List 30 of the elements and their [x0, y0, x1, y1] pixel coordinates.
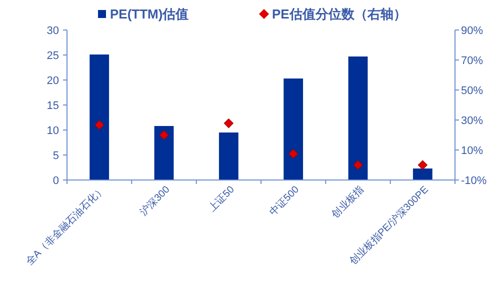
point — [288, 148, 298, 159]
bar — [90, 54, 110, 180]
y2-tick-label: 70% — [461, 54, 484, 67]
point — [159, 130, 169, 140]
y-tick-label: 20 — [46, 74, 59, 87]
bar — [218, 132, 238, 180]
bar — [348, 56, 368, 180]
y-tick-label: 30 — [46, 24, 59, 37]
point — [94, 120, 104, 130]
bar — [412, 168, 432, 180]
y-tick-label: 15 — [46, 100, 59, 112]
legend-label: PE估值分位数（右轴） — [272, 6, 406, 22]
x-tick-label: 上证50 — [206, 183, 238, 214]
y2-tick-label: -10% — [461, 174, 487, 187]
bar — [284, 78, 304, 180]
x-tick-label: 创业板指 — [329, 184, 366, 220]
y-tick-label: 10 — [46, 124, 59, 137]
point — [353, 160, 363, 170]
point — [418, 160, 428, 170]
point — [224, 118, 234, 128]
x-tick-label: 中证500 — [267, 183, 302, 218]
y-tick-label: 25 — [46, 50, 59, 62]
y2-tick-label: 90% — [461, 24, 484, 37]
y2-tick-label: 50% — [461, 84, 484, 97]
y2-tick-label: 10% — [461, 144, 484, 157]
y-tick-label: 5 — [52, 150, 59, 162]
legend-label: PE(TTM)估值 — [110, 6, 189, 22]
y2-tick-label: 30% — [461, 114, 484, 127]
x-tick-label: 沪深300 — [138, 183, 172, 218]
bar — [154, 126, 174, 180]
